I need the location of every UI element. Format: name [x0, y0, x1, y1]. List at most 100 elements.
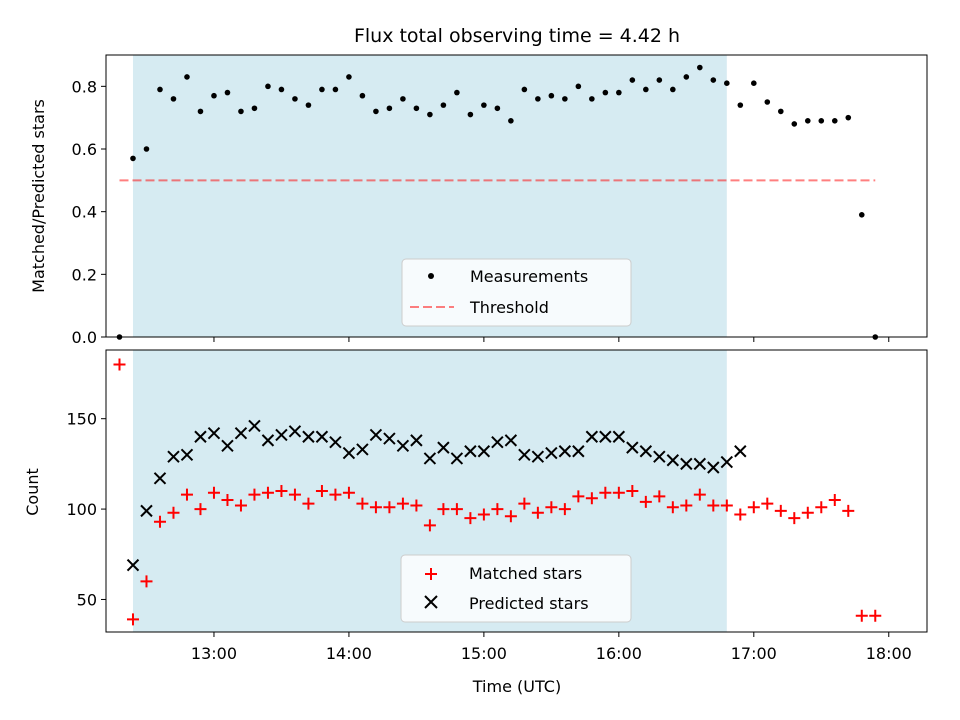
measurement-point	[562, 96, 568, 102]
predicted-star-point	[356, 443, 369, 456]
measurement-point	[697, 64, 703, 71]
matched-star-point	[626, 485, 639, 497]
measurement-point	[548, 92, 555, 99]
measurement-point	[724, 80, 730, 86]
predicted-star-point	[221, 439, 234, 453]
predicted-star-point	[288, 425, 302, 438]
matched-star-point	[207, 486, 220, 499]
matched-star-point	[261, 486, 274, 499]
measurement-point	[656, 77, 663, 83]
x-tick-label-2: 15:00	[461, 644, 507, 663]
measurement-point	[211, 92, 217, 99]
matched-star-point	[869, 609, 882, 622]
top-axes-frame	[105, 54, 928, 338]
top-y-tick-label-4: 0.8	[72, 77, 97, 96]
measurement-point	[386, 105, 393, 112]
measurement-point	[845, 114, 852, 121]
predicted-star-point	[572, 445, 585, 458]
predicted-star-point	[693, 457, 707, 471]
predicted-star-point	[423, 452, 437, 465]
bottom-x-ticks: 13:00 14:00 15:00 16:00 17:00 18:00	[191, 632, 912, 663]
predicted-star-point	[518, 448, 531, 462]
predicted-star-point	[167, 450, 180, 463]
predicted-star-point	[464, 445, 477, 458]
measurement-point	[858, 212, 865, 218]
matched-star-point	[734, 508, 747, 521]
measurement-point	[683, 74, 690, 80]
measurement-point	[616, 89, 622, 96]
top-y-tick-label-0: 0.0	[72, 328, 97, 347]
measurement-point	[400, 96, 406, 102]
predicted-star-point	[207, 426, 221, 440]
chart-title: Flux total observing time = 4.42 h	[354, 25, 680, 47]
measurement-point	[278, 86, 285, 93]
measurement-point	[575, 83, 582, 90]
matched-star-point	[248, 488, 261, 501]
predicted-star-point	[275, 428, 288, 442]
x-tick-label-0: 13:00	[191, 644, 237, 663]
predicted-star-point	[383, 432, 396, 445]
predicted-star-point	[545, 446, 558, 460]
top-y-tick-label-2: 0.4	[72, 203, 97, 222]
measurement-point	[170, 96, 177, 102]
x-tick-label-4: 17:00	[731, 644, 777, 663]
predicted-star-point	[666, 454, 680, 467]
measurement-point	[589, 96, 595, 102]
matched-star-point	[450, 503, 463, 516]
matched-star-point	[383, 501, 396, 514]
matched-star-point	[288, 488, 301, 501]
measurement-point	[670, 86, 676, 93]
matched-star-point	[491, 503, 504, 516]
top-legend: Measurements Threshold	[401, 258, 632, 327]
matched-star-point	[531, 506, 544, 519]
matched-star-point	[275, 485, 288, 497]
matched-star-point	[504, 510, 517, 523]
measurement-point	[818, 118, 825, 124]
predicted-star-point	[302, 430, 315, 443]
measurement-point	[467, 111, 474, 118]
matched-star-point	[585, 492, 598, 505]
predicted-star-point	[234, 426, 248, 440]
measurement-point	[197, 108, 204, 115]
matched-star-point	[329, 488, 342, 501]
matched-star-point	[720, 499, 733, 512]
predicted-star-point	[369, 428, 383, 442]
matched-star-point	[693, 488, 706, 501]
predicted-star-point	[437, 441, 450, 454]
predicted-star-point	[140, 504, 153, 518]
measurement-point	[804, 118, 811, 124]
predicted-star-point	[558, 445, 572, 458]
matched-star-point	[221, 494, 234, 507]
matched-star-point	[801, 506, 814, 519]
predicted-star-point	[261, 434, 275, 447]
matched-star-point	[167, 506, 180, 519]
predicted-star-point	[639, 445, 653, 458]
measurement-point	[413, 105, 420, 112]
matched-star-point	[815, 501, 828, 514]
matched-star-point	[234, 499, 247, 512]
matched-star-point	[315, 485, 328, 497]
matched-star-point	[558, 503, 571, 516]
matched-star-point	[774, 504, 787, 517]
matched-star-point	[680, 499, 693, 512]
matched-star-point	[356, 497, 369, 510]
predicted-star-point	[599, 430, 612, 443]
matched-star-point	[410, 499, 423, 512]
measurement-points	[116, 64, 879, 340]
predicted-star-point	[450, 452, 464, 465]
legend-matched-label: Matched stars	[469, 564, 582, 583]
predicted-star-point	[126, 558, 140, 572]
legend-predicted-marker	[424, 595, 438, 609]
measurement-point	[751, 80, 757, 86]
measurement-point	[184, 74, 190, 80]
matched-star-point	[396, 497, 409, 510]
legend-predicted-label: Predicted stars	[469, 594, 589, 613]
x-tick-label-5: 18:00	[866, 644, 912, 663]
top-panel: 0.00.20.40.60.8 Matched/Predicted stars …	[29, 54, 928, 347]
measurement-point	[346, 74, 352, 80]
matched-star-point	[477, 508, 490, 521]
measurement-point	[508, 118, 514, 124]
measurement-point	[440, 102, 447, 108]
